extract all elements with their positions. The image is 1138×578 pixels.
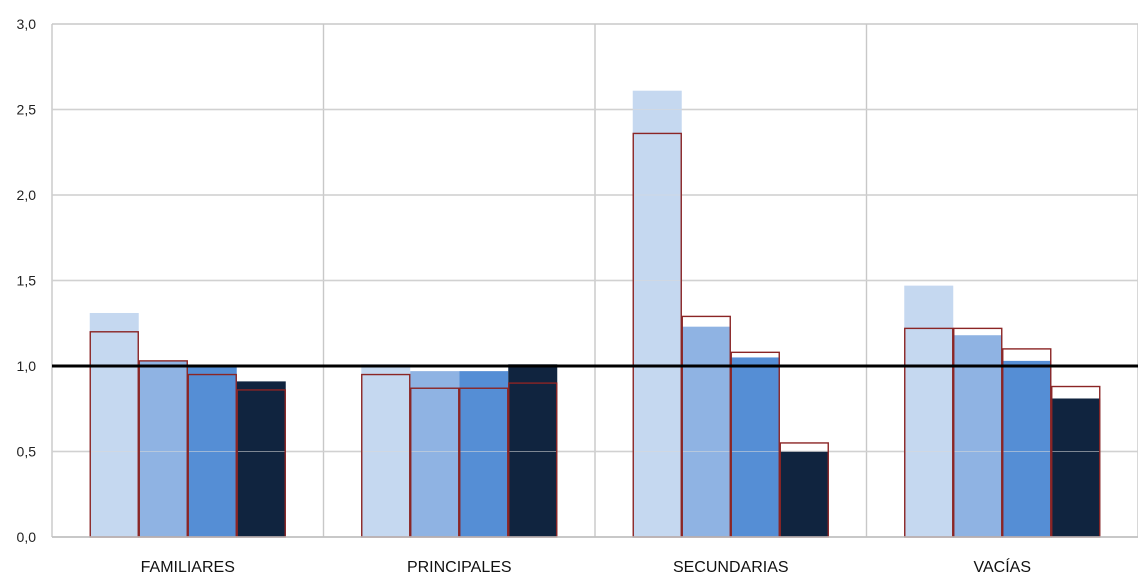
x-category-label: SECUNDARIAS — [673, 559, 789, 576]
x-category-label: FAMILIARES — [141, 559, 235, 576]
bar — [779, 451, 829, 537]
y-tick-label: 2,0 — [17, 187, 37, 203]
bar — [459, 371, 509, 537]
bar — [730, 357, 780, 537]
bar — [1051, 398, 1101, 537]
bar — [361, 364, 411, 537]
y-tick-label: 3,0 — [17, 16, 37, 32]
bar — [632, 90, 682, 537]
x-category-label: VACÍAS — [974, 557, 1032, 576]
bar — [138, 360, 188, 537]
y-tick-label: 2,5 — [17, 102, 37, 118]
y-tick-label: 0,0 — [17, 529, 37, 545]
bar — [89, 312, 139, 537]
bar — [1002, 360, 1052, 537]
x-category-label: PRINCIPALES — [407, 559, 512, 576]
bar — [904, 285, 954, 537]
bar — [236, 381, 286, 537]
bar — [681, 326, 731, 537]
y-tick-label: 1,0 — [17, 358, 37, 374]
y-tick-label: 1,5 — [17, 273, 37, 289]
bar — [953, 335, 1003, 537]
bar — [410, 371, 460, 537]
y-tick-label: 0,5 — [17, 444, 37, 460]
bar — [508, 364, 558, 537]
